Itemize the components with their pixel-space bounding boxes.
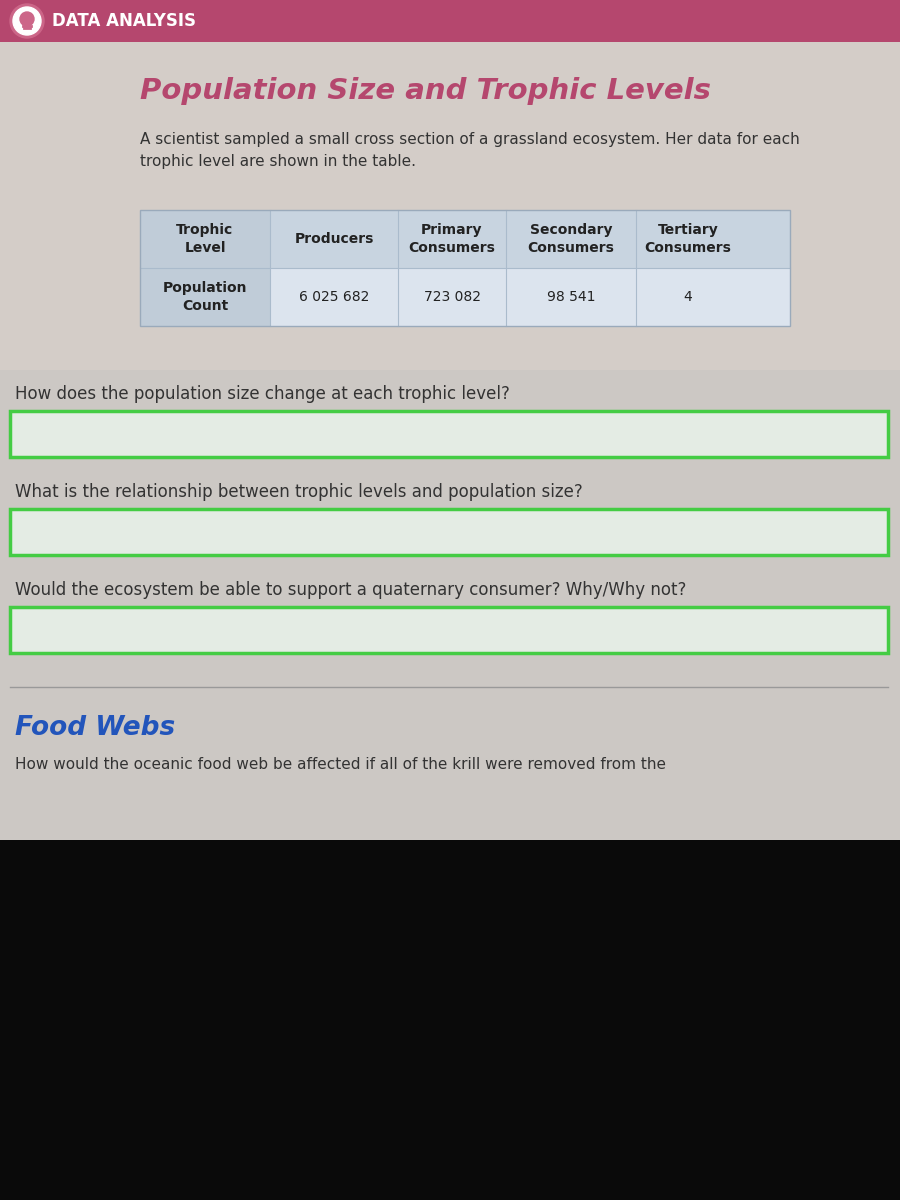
- Text: trophic level are shown in the table.: trophic level are shown in the table.: [140, 154, 416, 169]
- Bar: [140, 210, 790, 326]
- Bar: [0, 840, 900, 1200]
- Text: Would the ecosystem be able to support a quaternary consumer? Why/Why not?: Would the ecosystem be able to support a…: [15, 581, 687, 599]
- Text: Food Webs: Food Webs: [15, 715, 176, 740]
- Text: 723 082: 723 082: [424, 290, 481, 304]
- Bar: [140, 210, 790, 268]
- Text: DATA ANALYSIS: DATA ANALYSIS: [52, 12, 196, 30]
- Bar: [140, 268, 790, 326]
- Text: How does the population size change at each trophic level?: How does the population size change at e…: [15, 385, 510, 403]
- Text: Primary
Consumers: Primary Consumers: [409, 223, 495, 254]
- Bar: [0, 42, 900, 370]
- Text: 4: 4: [684, 290, 692, 304]
- Text: Population
Count: Population Count: [163, 281, 248, 313]
- Circle shape: [13, 7, 41, 35]
- Bar: [0, 370, 900, 840]
- Text: Secondary
Consumers: Secondary Consumers: [527, 223, 615, 254]
- Text: A scientist sampled a small cross section of a grassland ecosystem. Her data for: A scientist sampled a small cross sectio…: [140, 132, 800, 146]
- Text: Trophic
Level: Trophic Level: [176, 223, 234, 254]
- Text: Tertiary
Consumers: Tertiary Consumers: [644, 223, 732, 254]
- Text: What is the relationship between trophic levels and population size?: What is the relationship between trophic…: [15, 482, 583, 502]
- Text: 98 541: 98 541: [547, 290, 595, 304]
- Circle shape: [10, 4, 44, 38]
- Text: Producers: Producers: [294, 232, 374, 246]
- Text: 6 025 682: 6 025 682: [299, 290, 369, 304]
- Circle shape: [20, 12, 34, 26]
- Bar: [140, 210, 270, 326]
- Bar: [10, 410, 888, 457]
- Text: How would the oceanic food web be affected if all of the krill were removed from: How would the oceanic food web be affect…: [15, 757, 666, 772]
- Bar: [10, 509, 888, 554]
- Bar: [10, 607, 888, 653]
- Bar: [0, 0, 900, 42]
- Text: Population Size and Trophic Levels: Population Size and Trophic Levels: [140, 77, 711, 104]
